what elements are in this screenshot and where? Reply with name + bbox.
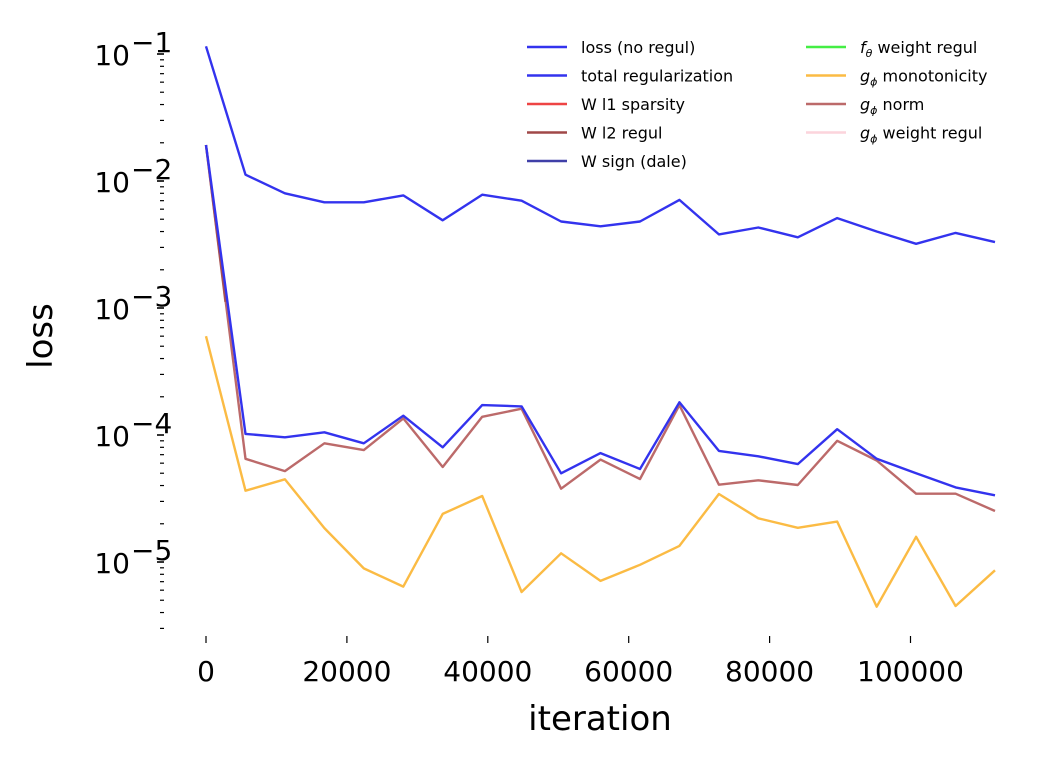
legend-label: gϕ norm [860,95,924,117]
y-axis: 10−110−210−310−410−5 [94,26,172,630]
legend-label: gϕ weight regul [860,124,982,146]
y-tick-label: 10 [94,39,130,72]
legend-item: gϕ monotonicity [806,67,987,89]
legend-item: gϕ norm [806,95,924,117]
y-tick-label: 10 [94,293,130,326]
y-tick-exponent: −5 [131,534,172,567]
y-tick-exponent: −1 [131,26,172,59]
x-axis-title: iteration [528,699,672,739]
y-axis-title: loss [21,303,61,369]
plot-area [204,45,996,608]
y-tick-exponent: −3 [131,280,172,313]
series-line-g-norm [204,144,996,513]
legend-label: W l2 regul [581,124,662,143]
legend-item: W l2 regul [527,124,662,143]
legend-item: W l1 sparsity [527,95,685,114]
legend-label: gϕ monotonicity [860,67,987,89]
series-line-g-monotonicity [204,335,996,608]
x-axis: 0 20000 40000 60000 80000 100000 [197,636,964,688]
x-tick-label: 20000 [302,655,391,688]
x-tick-label: 60000 [584,655,673,688]
legend-label: total regularization [581,67,733,86]
y-tick-label: 10 [94,547,130,580]
series-line-loss-no-regul- [204,45,996,246]
x-tick-label: 40000 [443,655,532,688]
legend-item: loss (no regul) [527,38,695,57]
x-tick-label: 100000 [857,655,964,688]
legend-label: fθ weight regul [860,38,977,60]
y-tick-exponent: −4 [131,407,172,440]
y-tick-exponent: −2 [131,153,172,186]
legend-label: W sign (dale) [581,152,687,171]
series-line-total-regularization [204,144,996,497]
legend: loss (no regul) total regularization W l1 … [527,38,987,171]
legend-item: gϕ weight regul [806,124,982,146]
x-tick-label: 80000 [725,655,814,688]
legend-item: fθ weight regul [806,38,977,60]
y-tick-label: 10 [94,420,130,453]
y-tick-label: 10 [94,166,130,199]
x-tick-label: 0 [197,655,215,688]
legend-item: total regularization [527,67,733,86]
legend-label: W l1 sparsity [581,95,685,114]
legend-item: W sign (dale) [527,152,687,171]
legend-label: loss (no regul) [581,38,695,57]
